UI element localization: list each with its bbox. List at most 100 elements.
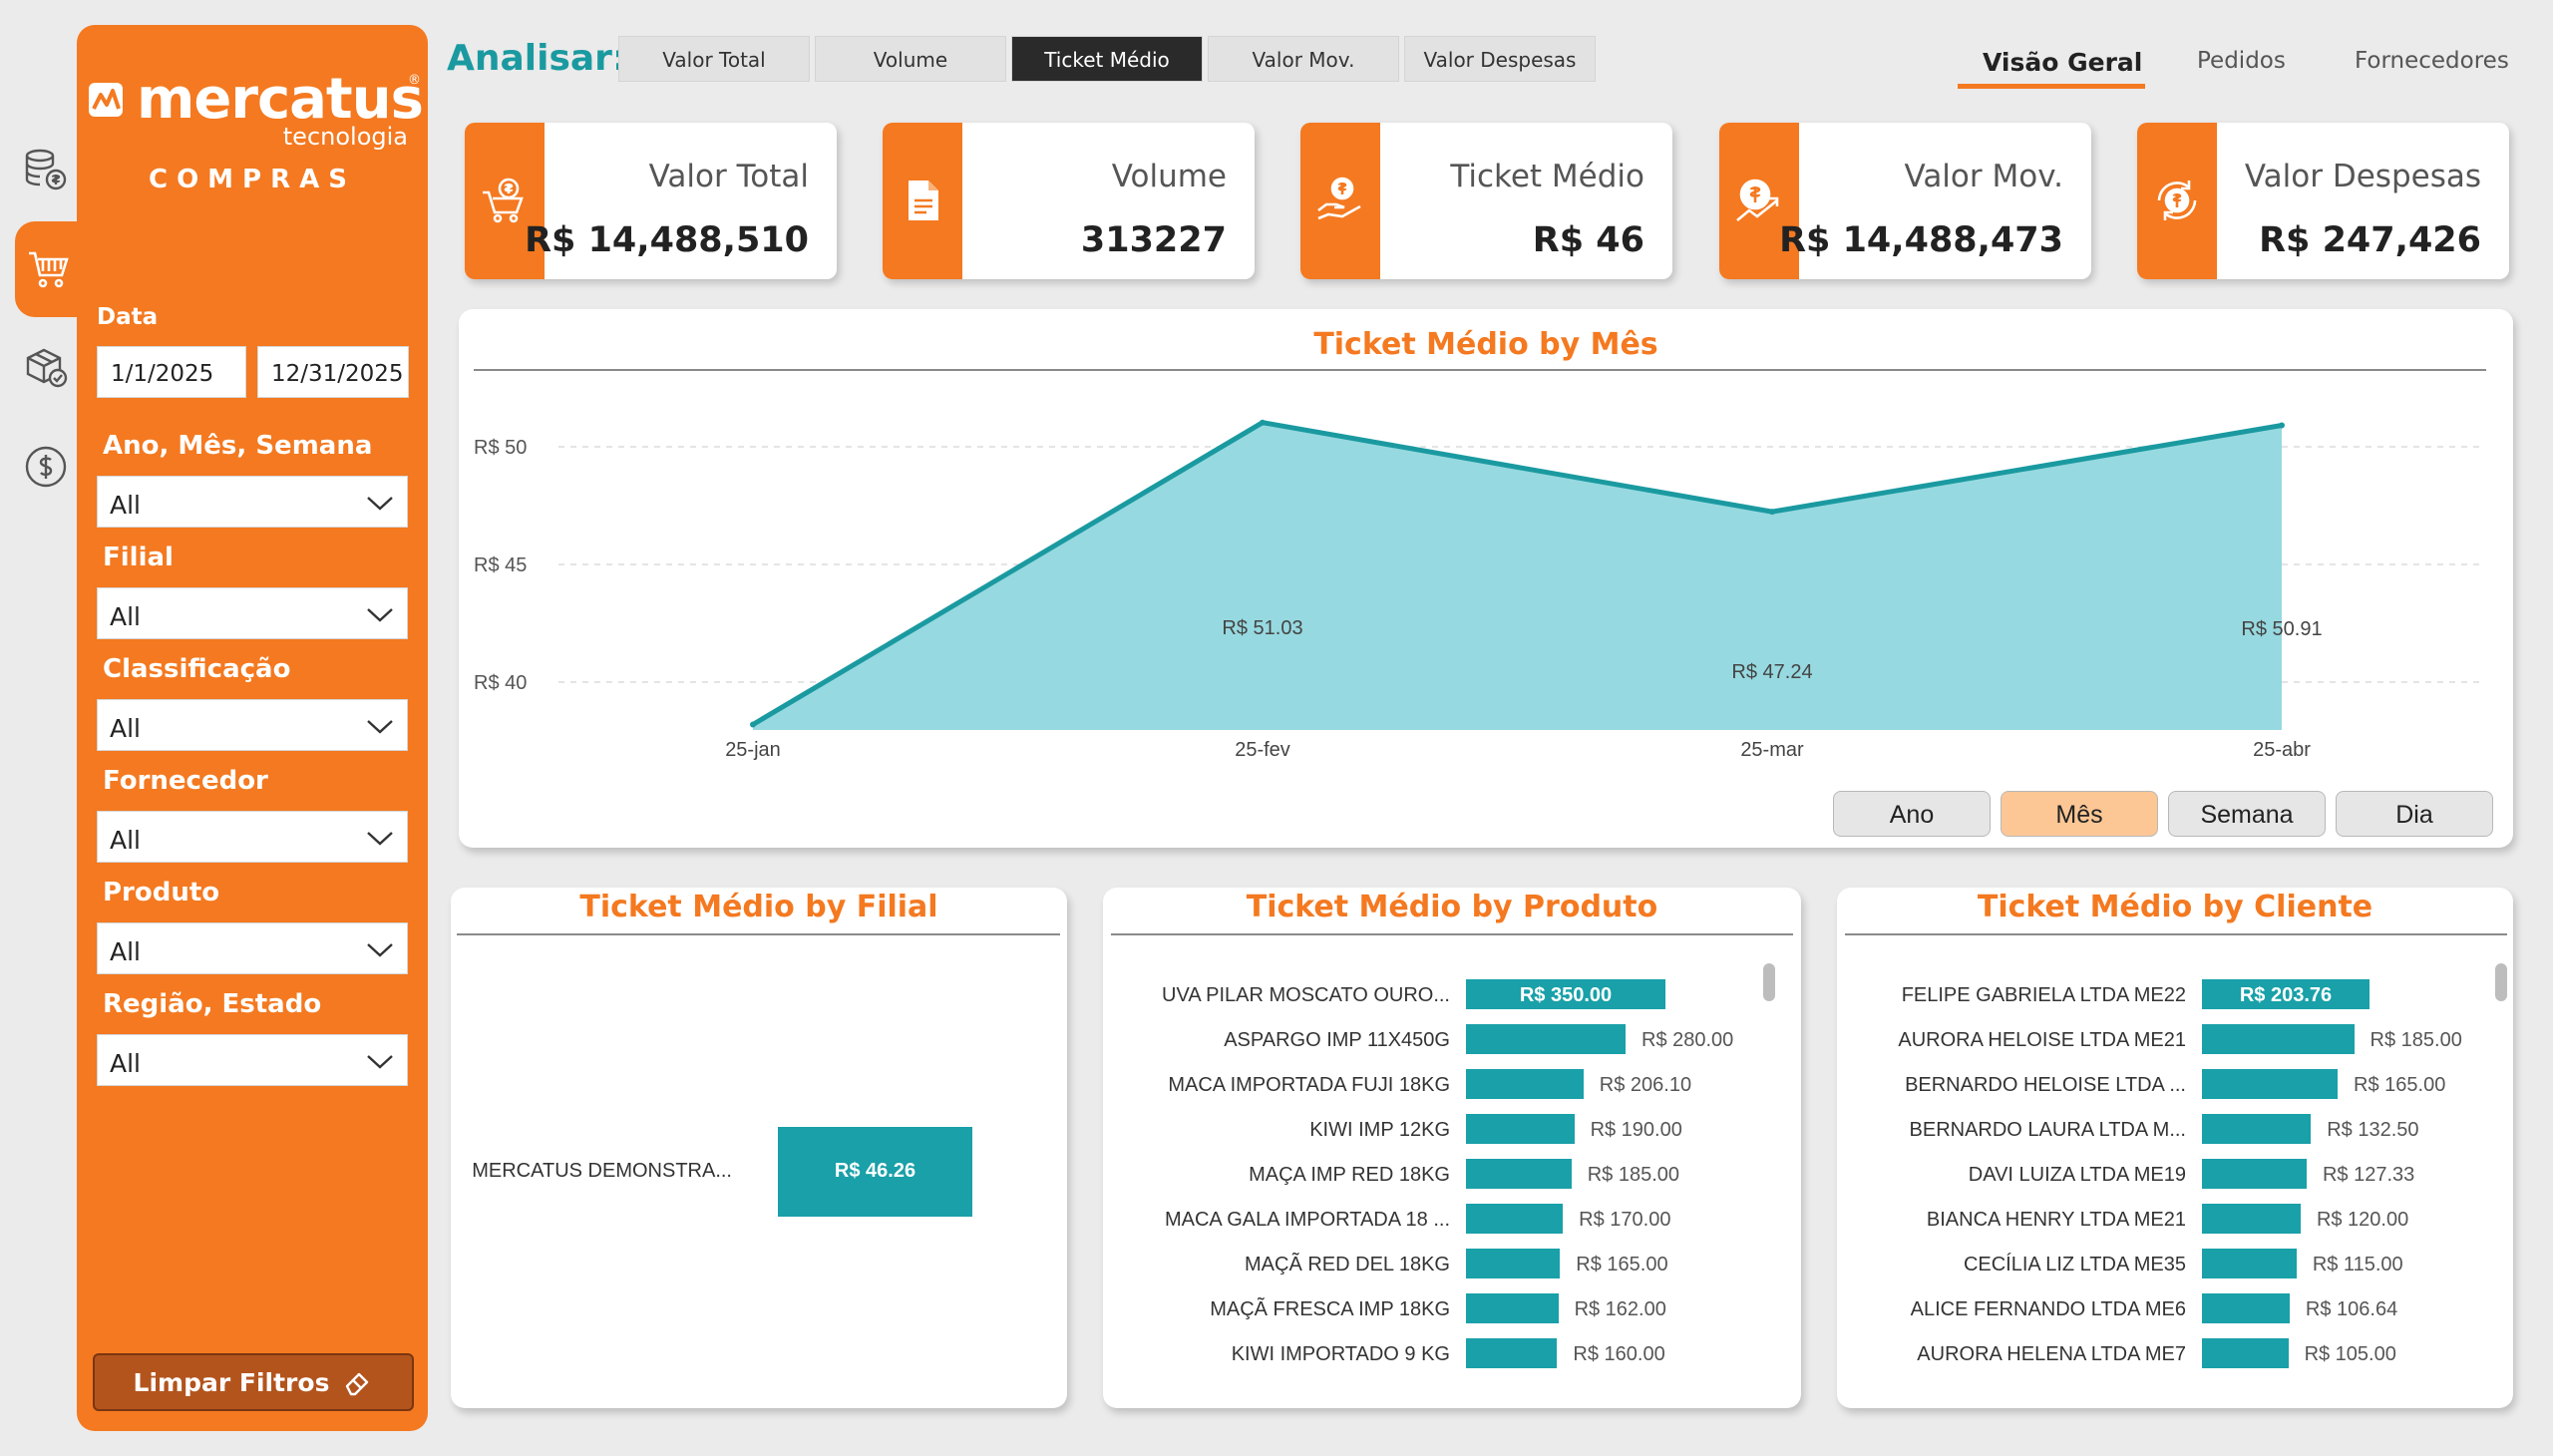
filter-classificacao-dropdown[interactable]: All	[97, 699, 408, 751]
dollar-circle-icon[interactable]	[22, 443, 70, 491]
bar-value: R$ 203.76	[2239, 984, 2333, 1006]
bar	[2202, 1249, 2297, 1278]
bar-row[interactable]: MAÇÃ RED DEL 18KG R$ 165.00	[1103, 1249, 1801, 1278]
bar-row[interactable]: DAVI LUIZA LTDA ME19 R$ 127.33	[1837, 1159, 2513, 1189]
granularity-dia-button[interactable]: Dia	[2336, 791, 2493, 837]
kpi-label: Volume	[1111, 159, 1227, 194]
bar-row[interactable]: KIWI IMP 12KG R$ 190.00	[1103, 1114, 1801, 1144]
bar-row[interactable]: ALICE FERNANDO LTDA ME6 R$ 106.64	[1837, 1293, 2513, 1323]
clear-filters-button[interactable]: Limpar Filtros	[93, 1353, 414, 1411]
kpi-value: R$ 46	[1532, 220, 1644, 260]
bar-label: MAÇA IMP RED 18KG	[1249, 1164, 1450, 1186]
dropdown-value: All	[110, 602, 141, 631]
bar-row[interactable]: MAÇA IMP RED 18KG R$ 185.00	[1103, 1159, 1801, 1189]
analyze-option-valor-mov[interactable]: Valor Mov.	[1208, 36, 1399, 82]
title-divider	[457, 933, 1060, 935]
bar	[1466, 1293, 1559, 1323]
scrollbar[interactable]	[2495, 963, 2507, 1001]
date-from-input[interactable]: 1/1/2025	[97, 346, 246, 398]
bar-row[interactable]: AURORA HELENA LTDA ME7 R$ 105.00	[1837, 1338, 2513, 1368]
analyze-option-valor-despesas[interactable]: Valor Despesas	[1404, 36, 1596, 82]
filter-periodo-dropdown[interactable]: All	[97, 476, 408, 528]
money-growth-icon	[1736, 179, 1779, 221]
bar	[1466, 1338, 1558, 1368]
bar-value: R$ 105.00	[2304, 1343, 2396, 1365]
bar-row[interactable]: BERNARDO LAURA LTDA M... R$ 132.50	[1837, 1114, 2513, 1144]
bar-row[interactable]: MACA GALA IMPORTADA 18 ... R$ 170.00	[1103, 1204, 1801, 1234]
bar-row[interactable]: MACA IMPORTADA FUJI 18KG R$ 206.10	[1103, 1069, 1801, 1099]
chevron-down-icon	[367, 1055, 393, 1069]
data-label: R$ 50.91	[2241, 618, 2322, 640]
analyze-option-volume[interactable]: Volume	[815, 36, 1006, 82]
chevron-down-icon	[367, 608, 393, 622]
bar-row[interactable]: CECÍLIA LIZ LTDA ME35 R$ 115.00	[1837, 1249, 2513, 1278]
title-divider	[1845, 933, 2507, 935]
database-money-icon[interactable]	[22, 146, 70, 193]
data-point	[1260, 419, 1266, 426]
bar	[2202, 1338, 2289, 1368]
bar-row[interactable]: BERNARDO HELOISE LTDA ... R$ 165.00	[1837, 1069, 2513, 1099]
date-label: Data	[97, 304, 159, 330]
bar-row[interactable]: MERCATUS DEMONSTRA... R$ 46.26	[451, 1127, 1067, 1217]
filter-regiao-dropdown[interactable]: All	[97, 1034, 408, 1086]
bar-row[interactable]: ASPARGO IMP 11X450G R$ 280.00	[1103, 1024, 1801, 1054]
kpi-label: Valor Total	[648, 159, 809, 194]
granularity-mes-button[interactable]: Mês	[2001, 791, 2158, 837]
bar-value: R$ 46.26	[834, 1160, 916, 1182]
chevron-down-icon	[367, 832, 393, 846]
bar-label: KIWI IMP 12KG	[1309, 1119, 1450, 1141]
document-icon	[909, 181, 938, 220]
bar	[1466, 1114, 1575, 1144]
bar	[1466, 1204, 1564, 1234]
box-check-icon[interactable]	[22, 344, 70, 392]
icon-rail	[0, 0, 77, 1456]
chevron-down-icon	[367, 720, 393, 734]
money-cycle-icon	[2157, 181, 2197, 220]
filter-produto-dropdown[interactable]: All	[97, 922, 408, 974]
ticket-medio-by-cliente-panel: Ticket Médio by Cliente FELIPE GABRIELA …	[1837, 888, 2513, 1408]
bar	[1466, 1249, 1561, 1278]
title-divider	[1111, 933, 1793, 935]
bar-row[interactable]: MAÇÃ FRESCA IMP 18KG R$ 162.00	[1103, 1293, 1801, 1323]
dropdown-value: All	[110, 826, 141, 855]
scrollbar[interactable]	[1763, 963, 1775, 1001]
tab-fornecedores[interactable]: Fornecedores	[2355, 48, 2509, 74]
kpi-icon-box	[465, 123, 545, 279]
bar-row[interactable]: BIANCA HENRY LTDA ME21 R$ 120.00	[1837, 1204, 2513, 1234]
x-tick-label: 25-mar	[1740, 739, 1804, 761]
date-to-input[interactable]: 12/31/2025	[257, 346, 409, 398]
bar	[1466, 1024, 1626, 1054]
tab-pedidos[interactable]: Pedidos	[2197, 48, 2286, 74]
bar	[2202, 979, 2370, 1009]
bar-row[interactable]: FELIPE GABRIELA LTDA ME22 R$ 203.76	[1837, 979, 2513, 1009]
title-divider	[474, 369, 2486, 371]
filter-fornecedor-dropdown[interactable]: All	[97, 811, 408, 863]
tab-visao-geral[interactable]: Visão Geral	[1983, 48, 2143, 77]
bar-label: MERCATUS DEMONSTRA...	[472, 1160, 732, 1182]
analyze-option-valor-total[interactable]: Valor Total	[618, 36, 810, 82]
area-line	[751, 420, 2283, 727]
filter-filial-dropdown[interactable]: All	[97, 587, 408, 639]
ticket-medio-by-filial-panel: Ticket Médio by Filial MERCATUS DEMONSTR…	[451, 888, 1067, 1408]
filter-label-produto: Produto	[103, 878, 220, 908]
filter-label-filial: Filial	[103, 543, 174, 572]
nav-compras[interactable]	[15, 221, 77, 317]
kpi-value: R$ 14,488,510	[525, 220, 809, 260]
bar-row[interactable]: KIWI IMPORTADO 9 KG R$ 160.00	[1103, 1338, 1801, 1368]
bar-row[interactable]: UVA PILAR MOSCATO OURO... R$ 350.00	[1103, 979, 1801, 1009]
dropdown-value: All	[110, 937, 141, 966]
y-tick-label: R$ 45	[474, 554, 527, 576]
brand-subtitle: tecnologia	[282, 123, 408, 151]
granularity-ano-button[interactable]: Ano	[1833, 791, 1991, 837]
bar-value: R$ 132.50	[2327, 1119, 2419, 1141]
bar-row[interactable]: AURORA HELOISE LTDA ME21 R$ 185.00	[1837, 1024, 2513, 1054]
bar-value: R$ 106.64	[2305, 1298, 2398, 1320]
bar	[2202, 1069, 2339, 1099]
dropdown-value: All	[110, 1049, 141, 1078]
bar	[2202, 1114, 2312, 1144]
granularity-semana-button[interactable]: Semana	[2168, 791, 2326, 837]
brand-name: mercatus	[137, 67, 424, 132]
data-point	[750, 721, 756, 728]
bar-label: MACA IMPORTADA FUJI 18KG	[1168, 1074, 1450, 1096]
analyze-option-ticket-medio[interactable]: Ticket Médio	[1011, 36, 1203, 82]
